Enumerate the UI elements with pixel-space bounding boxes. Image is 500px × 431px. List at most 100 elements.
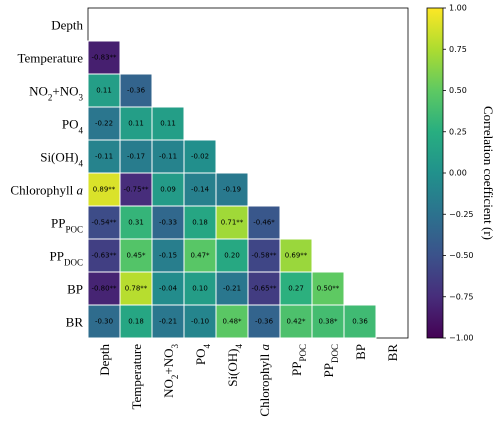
cell-label: 0.69** — [285, 252, 308, 260]
cell-label: 0.31 — [128, 219, 144, 227]
y-tick-label: Depth — [51, 18, 83, 33]
cell — [87, 205, 121, 240]
label-part: Temperature — [18, 51, 84, 66]
cell-label: -0.17 — [127, 153, 145, 161]
cell — [151, 106, 185, 141]
cell — [119, 205, 153, 240]
cell — [311, 304, 345, 339]
label-part: PP — [50, 249, 64, 264]
colorbar-tick-label: 1.00 — [449, 4, 467, 13]
cell-label: 0.71** — [221, 219, 244, 227]
cell-label: -0.11 — [95, 153, 113, 161]
cell-label: 0.42* — [286, 318, 306, 326]
label-part: a — [77, 183, 84, 198]
x-tick-label: Si(OH)4 — [225, 344, 244, 387]
cell — [343, 304, 377, 339]
label-part: PP — [51, 216, 65, 231]
cell — [119, 172, 153, 207]
cell-label: -0.83** — [91, 54, 117, 62]
colorbar-tick-label: −1.00 — [449, 334, 474, 343]
cell — [215, 172, 249, 207]
y-tick-label: PPPOC — [51, 216, 83, 235]
y-tick-label: BP — [67, 282, 83, 297]
label-part: 3 — [79, 93, 84, 103]
y-tick-label: PPDOC — [50, 249, 83, 268]
cell — [279, 271, 313, 306]
cell — [87, 139, 121, 174]
colorbar — [426, 7, 444, 339]
cell — [119, 271, 153, 306]
label-part: 4 — [79, 159, 84, 169]
label-part: NO — [161, 379, 176, 398]
cell-label: -0.22 — [95, 120, 113, 128]
label-part: Si(OH) — [40, 150, 78, 165]
cell-label: -0.80** — [91, 285, 117, 293]
y-tick-label: BR — [66, 315, 84, 330]
cell-label: -0.65** — [251, 285, 277, 293]
cell-label: -0.15 — [159, 252, 177, 260]
cell-label: -0.21 — [159, 318, 177, 326]
cell — [87, 172, 121, 207]
label-part: Chlorophyll — [10, 183, 76, 198]
label-part: 4 — [79, 126, 84, 136]
cell-label: -0.02 — [191, 153, 209, 161]
colorbar-tick-label: −0.75 — [449, 292, 474, 301]
label-part: PO — [193, 349, 208, 366]
cell — [119, 73, 153, 108]
label-part: 2 — [170, 375, 180, 380]
x-tick-label: Depth — [97, 344, 112, 376]
y-tick-label: NO2+NO3 — [29, 84, 83, 103]
cell-label: 0.11 — [96, 87, 112, 95]
cell-label: -0.19 — [223, 186, 241, 194]
cell — [247, 304, 281, 339]
cell — [151, 271, 185, 306]
cell-label: -0.21 — [223, 285, 241, 293]
x-tick-label: BR — [385, 344, 400, 362]
cell-label: 0.18 — [128, 318, 144, 326]
label-part: 2 — [48, 93, 53, 103]
cell — [119, 238, 153, 273]
cell-label: 0.89** — [93, 186, 116, 194]
cell-label: 0.11 — [160, 120, 176, 128]
colorbar-tick-label: 0.00 — [449, 169, 467, 178]
label-part: 3 — [170, 344, 180, 349]
label-part: PP — [289, 362, 304, 376]
y-tick-label: Si(OH)4 — [40, 150, 83, 169]
cell-label: -0.54** — [91, 219, 117, 227]
cell-label: 0.48* — [222, 318, 242, 326]
x-tick-label: PO4 — [193, 344, 212, 366]
cell-label: -0.11 — [159, 153, 177, 161]
cell-label: -0.58** — [251, 252, 277, 260]
cell-label: 0.50** — [317, 285, 340, 293]
label-part: 4 — [234, 344, 244, 349]
cell — [87, 238, 121, 273]
label-part: Chlorophyll — [257, 351, 272, 417]
cell — [183, 304, 217, 339]
colorbar-label: Correlation coefficient (r) — [481, 106, 496, 240]
cell — [183, 271, 217, 306]
y-tick-label: Temperature — [18, 51, 84, 66]
cell-label: -0.46* — [253, 219, 275, 227]
cell — [87, 106, 121, 141]
cell — [311, 271, 345, 306]
x-tick-label: PPDOC — [321, 344, 340, 377]
x-tick-label: Chlorophyll a — [257, 344, 272, 417]
label-part: +NO — [52, 84, 78, 99]
label-part: PO — [62, 117, 79, 132]
cell — [215, 238, 249, 273]
label-part: +NO — [161, 349, 176, 375]
colorbar-tick-label: −0.50 — [449, 251, 474, 260]
cell — [247, 238, 281, 273]
label-part: POC — [298, 344, 308, 362]
label-part: Temperature — [129, 344, 144, 410]
y-tick-label: Chlorophyll a — [10, 183, 83, 198]
cell-label: 0.45* — [126, 252, 146, 260]
cell-label: 0.78** — [125, 285, 148, 293]
label-part: BR — [385, 344, 400, 362]
label-part: POC — [65, 225, 83, 235]
label-part: BR — [66, 315, 84, 330]
label-part: Depth — [51, 18, 83, 33]
cell-label: 0.27 — [288, 285, 304, 293]
cell-label: 0.10 — [192, 285, 208, 293]
cell-label: -0.30 — [95, 318, 113, 326]
